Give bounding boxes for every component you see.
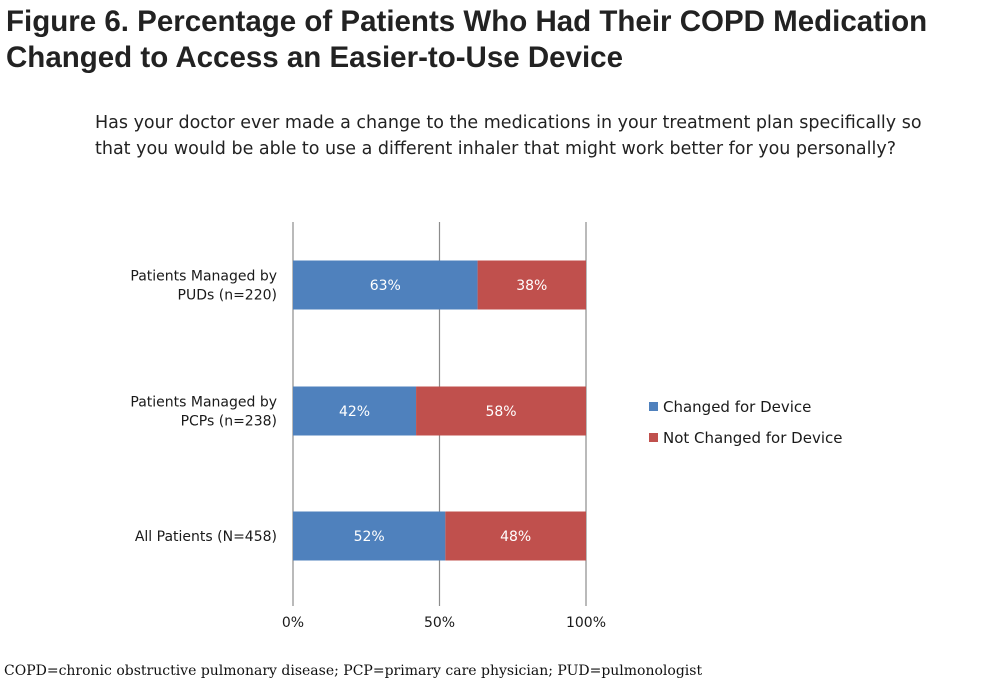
category-label: PUDs (n=220) <box>178 288 277 304</box>
x-tick-label: 100% <box>566 615 606 631</box>
bar-changed <box>293 511 446 561</box>
data-label: 63% <box>370 278 401 294</box>
legend-label: Changed for Device <box>663 398 811 416</box>
x-tick-label: 50% <box>424 615 455 631</box>
footnote: COPD=chronic obstructive pulmonary disea… <box>4 663 703 679</box>
survey-question: Has your doctor ever made a change to th… <box>95 113 922 159</box>
bar-not-changed <box>416 386 586 436</box>
legend-swatch <box>649 402 658 411</box>
category-label: Patients Managed by <box>130 395 277 411</box>
data-label: 38% <box>516 278 547 294</box>
bar-changed <box>293 260 478 310</box>
data-label: 42% <box>339 404 370 420</box>
legend-label: Not Changed for Device <box>663 429 842 447</box>
data-label: 48% <box>500 529 531 545</box>
bar-not-changed <box>477 260 586 310</box>
data-label: 58% <box>485 404 516 420</box>
x-tick-label: 0% <box>282 615 304 631</box>
category-label: PCPs (n=238) <box>181 414 277 430</box>
category-label: Patients Managed by <box>130 269 277 285</box>
category-label: All Patients (N=458) <box>135 529 277 545</box>
bar-not-changed <box>445 511 586 561</box>
data-label: 52% <box>354 529 385 545</box>
bar-changed <box>293 386 417 436</box>
figure-title: Figure 6. Percentage of Patients Who Had… <box>6 5 928 74</box>
legend-swatch <box>649 433 658 442</box>
